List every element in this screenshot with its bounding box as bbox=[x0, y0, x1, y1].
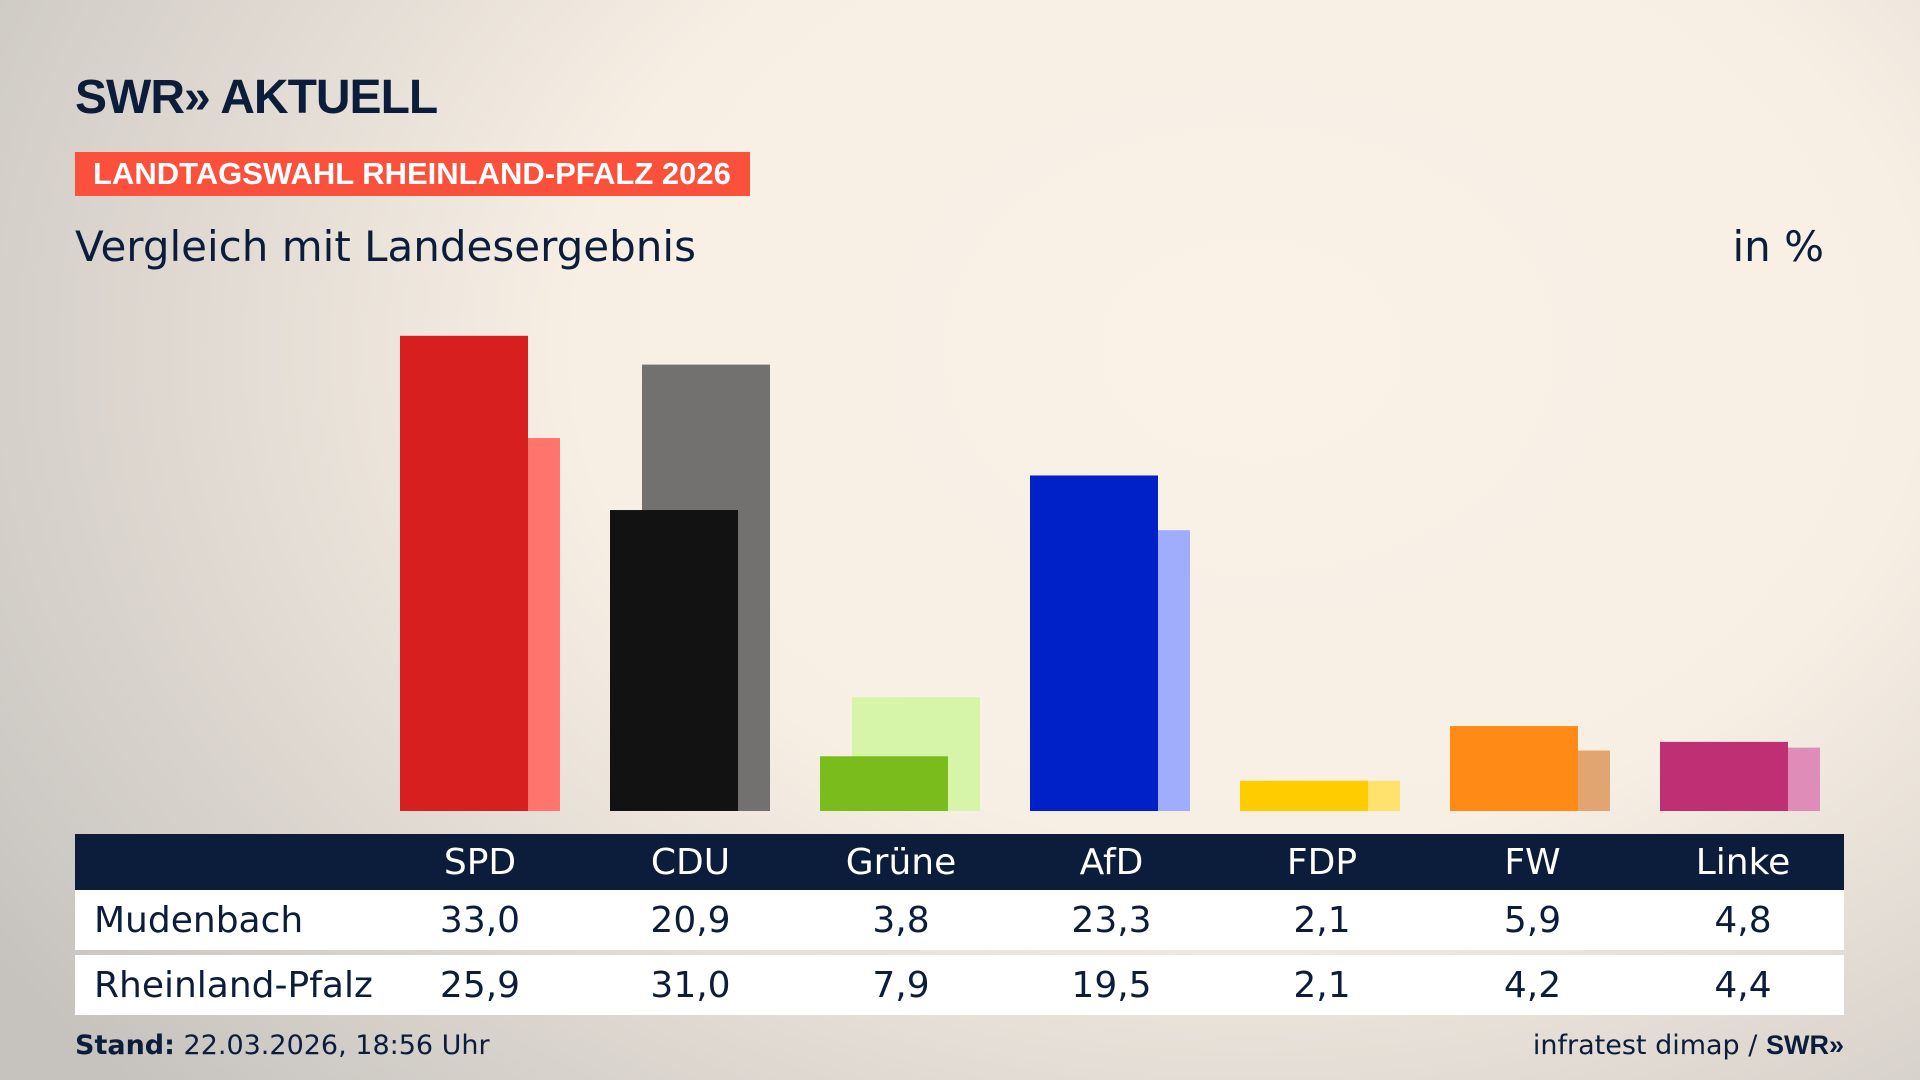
bar-fw-mudenbach bbox=[1450, 726, 1578, 811]
bar-chart bbox=[400, 335, 1820, 811]
column-header-fdp: FDP bbox=[1286, 841, 1358, 883]
table-cell: 4,8 bbox=[1714, 899, 1772, 941]
table-cell: 5,9 bbox=[1503, 899, 1562, 941]
swr-aktuell-logo: SWR» AKTUELL bbox=[75, 71, 438, 124]
bar-fdp-mudenbach bbox=[1240, 780, 1368, 811]
swr-logo: SWR» bbox=[1765, 1030, 1844, 1060]
table-header: SPD CDU Grüne AfD FDP FW Linke bbox=[75, 834, 1844, 890]
column-header-grüne: Grüne bbox=[845, 841, 957, 883]
table-cell: 2,1 bbox=[1293, 964, 1351, 1006]
table-row: Rheinland-Pfalz 25,9 31,0 7,9 19,5 2,1 4,2 4,4 bbox=[75, 955, 1844, 1015]
bar-linke-mudenbach bbox=[1660, 741, 1788, 811]
column-header-fw: FW bbox=[1504, 841, 1561, 883]
chart-subtitle: Vergleich mit Landesergebnis bbox=[75, 222, 696, 271]
table-row: Mudenbach 33,0 20,9 3,8 23,3 2,1 5,9 4,8 bbox=[75, 890, 1844, 950]
source-text: infratest dimap / bbox=[1532, 1030, 1758, 1061]
column-header-afd: AfD bbox=[1079, 841, 1144, 883]
bar-grüne-mudenbach bbox=[820, 756, 948, 811]
bar-cdu-mudenbach bbox=[610, 510, 738, 811]
unit-label: in % bbox=[1732, 222, 1824, 271]
table-cell: 23,3 bbox=[1071, 899, 1152, 941]
bar-afd-mudenbach bbox=[1030, 475, 1158, 811]
row-label: Rheinland-Pfalz bbox=[94, 964, 373, 1006]
table-cell: 33,0 bbox=[439, 899, 521, 941]
table-cell: 4,4 bbox=[1714, 964, 1772, 1006]
column-header-cdu: CDU bbox=[650, 841, 731, 883]
table-cell: 19,5 bbox=[1071, 964, 1152, 1006]
election-banner: LANDTAGSWAHL RHEINLAND-PFALZ 2026 bbox=[75, 152, 750, 196]
table-cell: 3,8 bbox=[872, 899, 930, 941]
stand-value: 22.03.2026, 18:56 Uhr bbox=[183, 1030, 490, 1061]
table-cell: 20,9 bbox=[650, 899, 731, 941]
table-cell: 25,9 bbox=[439, 964, 521, 1006]
source: infratest dimap / SWR» bbox=[1533, 1030, 1844, 1061]
column-header-linke: Linke bbox=[1695, 841, 1791, 883]
column-header-spd: SPD bbox=[443, 841, 517, 883]
row-label: Mudenbach bbox=[94, 899, 304, 941]
stand-label: Stand: bbox=[75, 1030, 175, 1061]
table-cell: 4,2 bbox=[1503, 964, 1562, 1006]
timestamp: Stand: 22.03.2026, 18:56 Uhr bbox=[75, 1030, 490, 1061]
table-cell: 31,0 bbox=[650, 964, 731, 1006]
bar-spd-mudenbach bbox=[400, 335, 528, 811]
table-cell: 7,9 bbox=[872, 964, 930, 1006]
table-cell: 2,1 bbox=[1293, 899, 1351, 941]
